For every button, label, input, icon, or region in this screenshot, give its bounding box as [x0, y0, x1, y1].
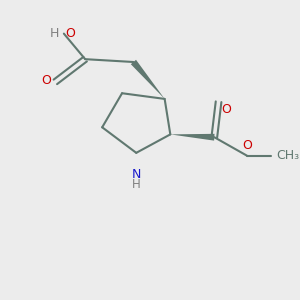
Text: O: O	[221, 103, 231, 116]
Polygon shape	[131, 60, 165, 99]
Polygon shape	[170, 134, 214, 141]
Text: H: H	[50, 27, 60, 40]
Text: CH₃: CH₃	[276, 149, 299, 162]
Text: O: O	[242, 139, 252, 152]
Text: N: N	[132, 169, 141, 182]
Text: O: O	[65, 27, 75, 40]
Text: H: H	[132, 178, 141, 191]
Text: O: O	[41, 74, 51, 87]
